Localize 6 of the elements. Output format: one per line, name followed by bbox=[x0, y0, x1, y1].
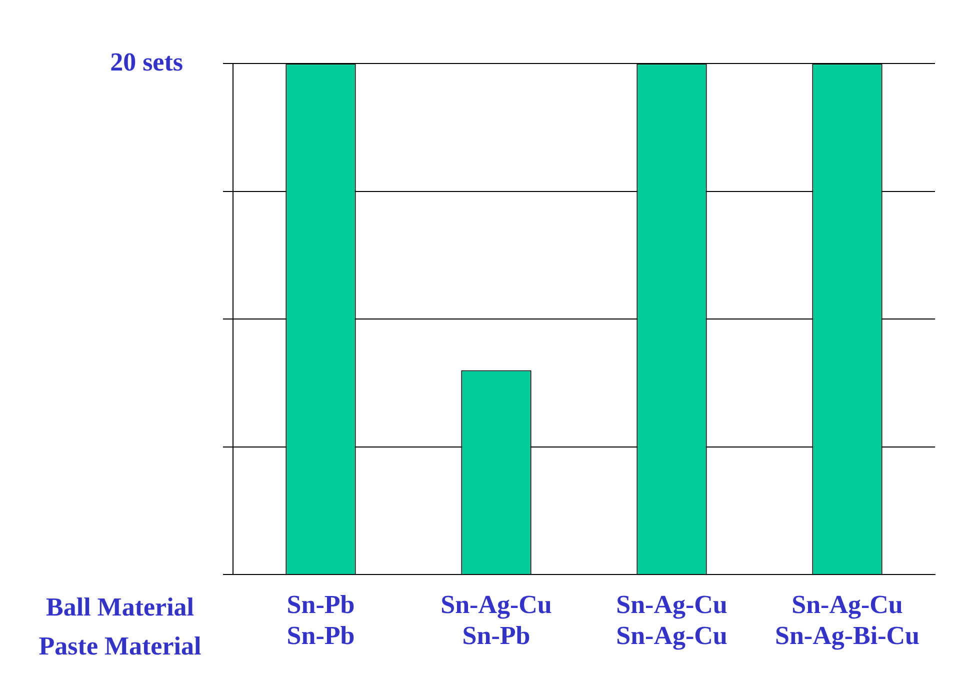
x-tick-label: Sn-Pb Sn-Pb bbox=[286, 590, 355, 650]
x-tick-label: Sn-Ag-Cu Sn-Ag-Cu bbox=[616, 590, 728, 650]
x-axis-title: Ball Material Paste Material bbox=[38, 592, 202, 660]
y-tick-label: 20 sets bbox=[110, 47, 183, 76]
x-tick-label: Sn-Ag-Cu Sn-Ag-Bi-Cu bbox=[775, 590, 920, 650]
x-tick-label: Sn-Ag-Cu Sn-Pb bbox=[440, 590, 552, 650]
